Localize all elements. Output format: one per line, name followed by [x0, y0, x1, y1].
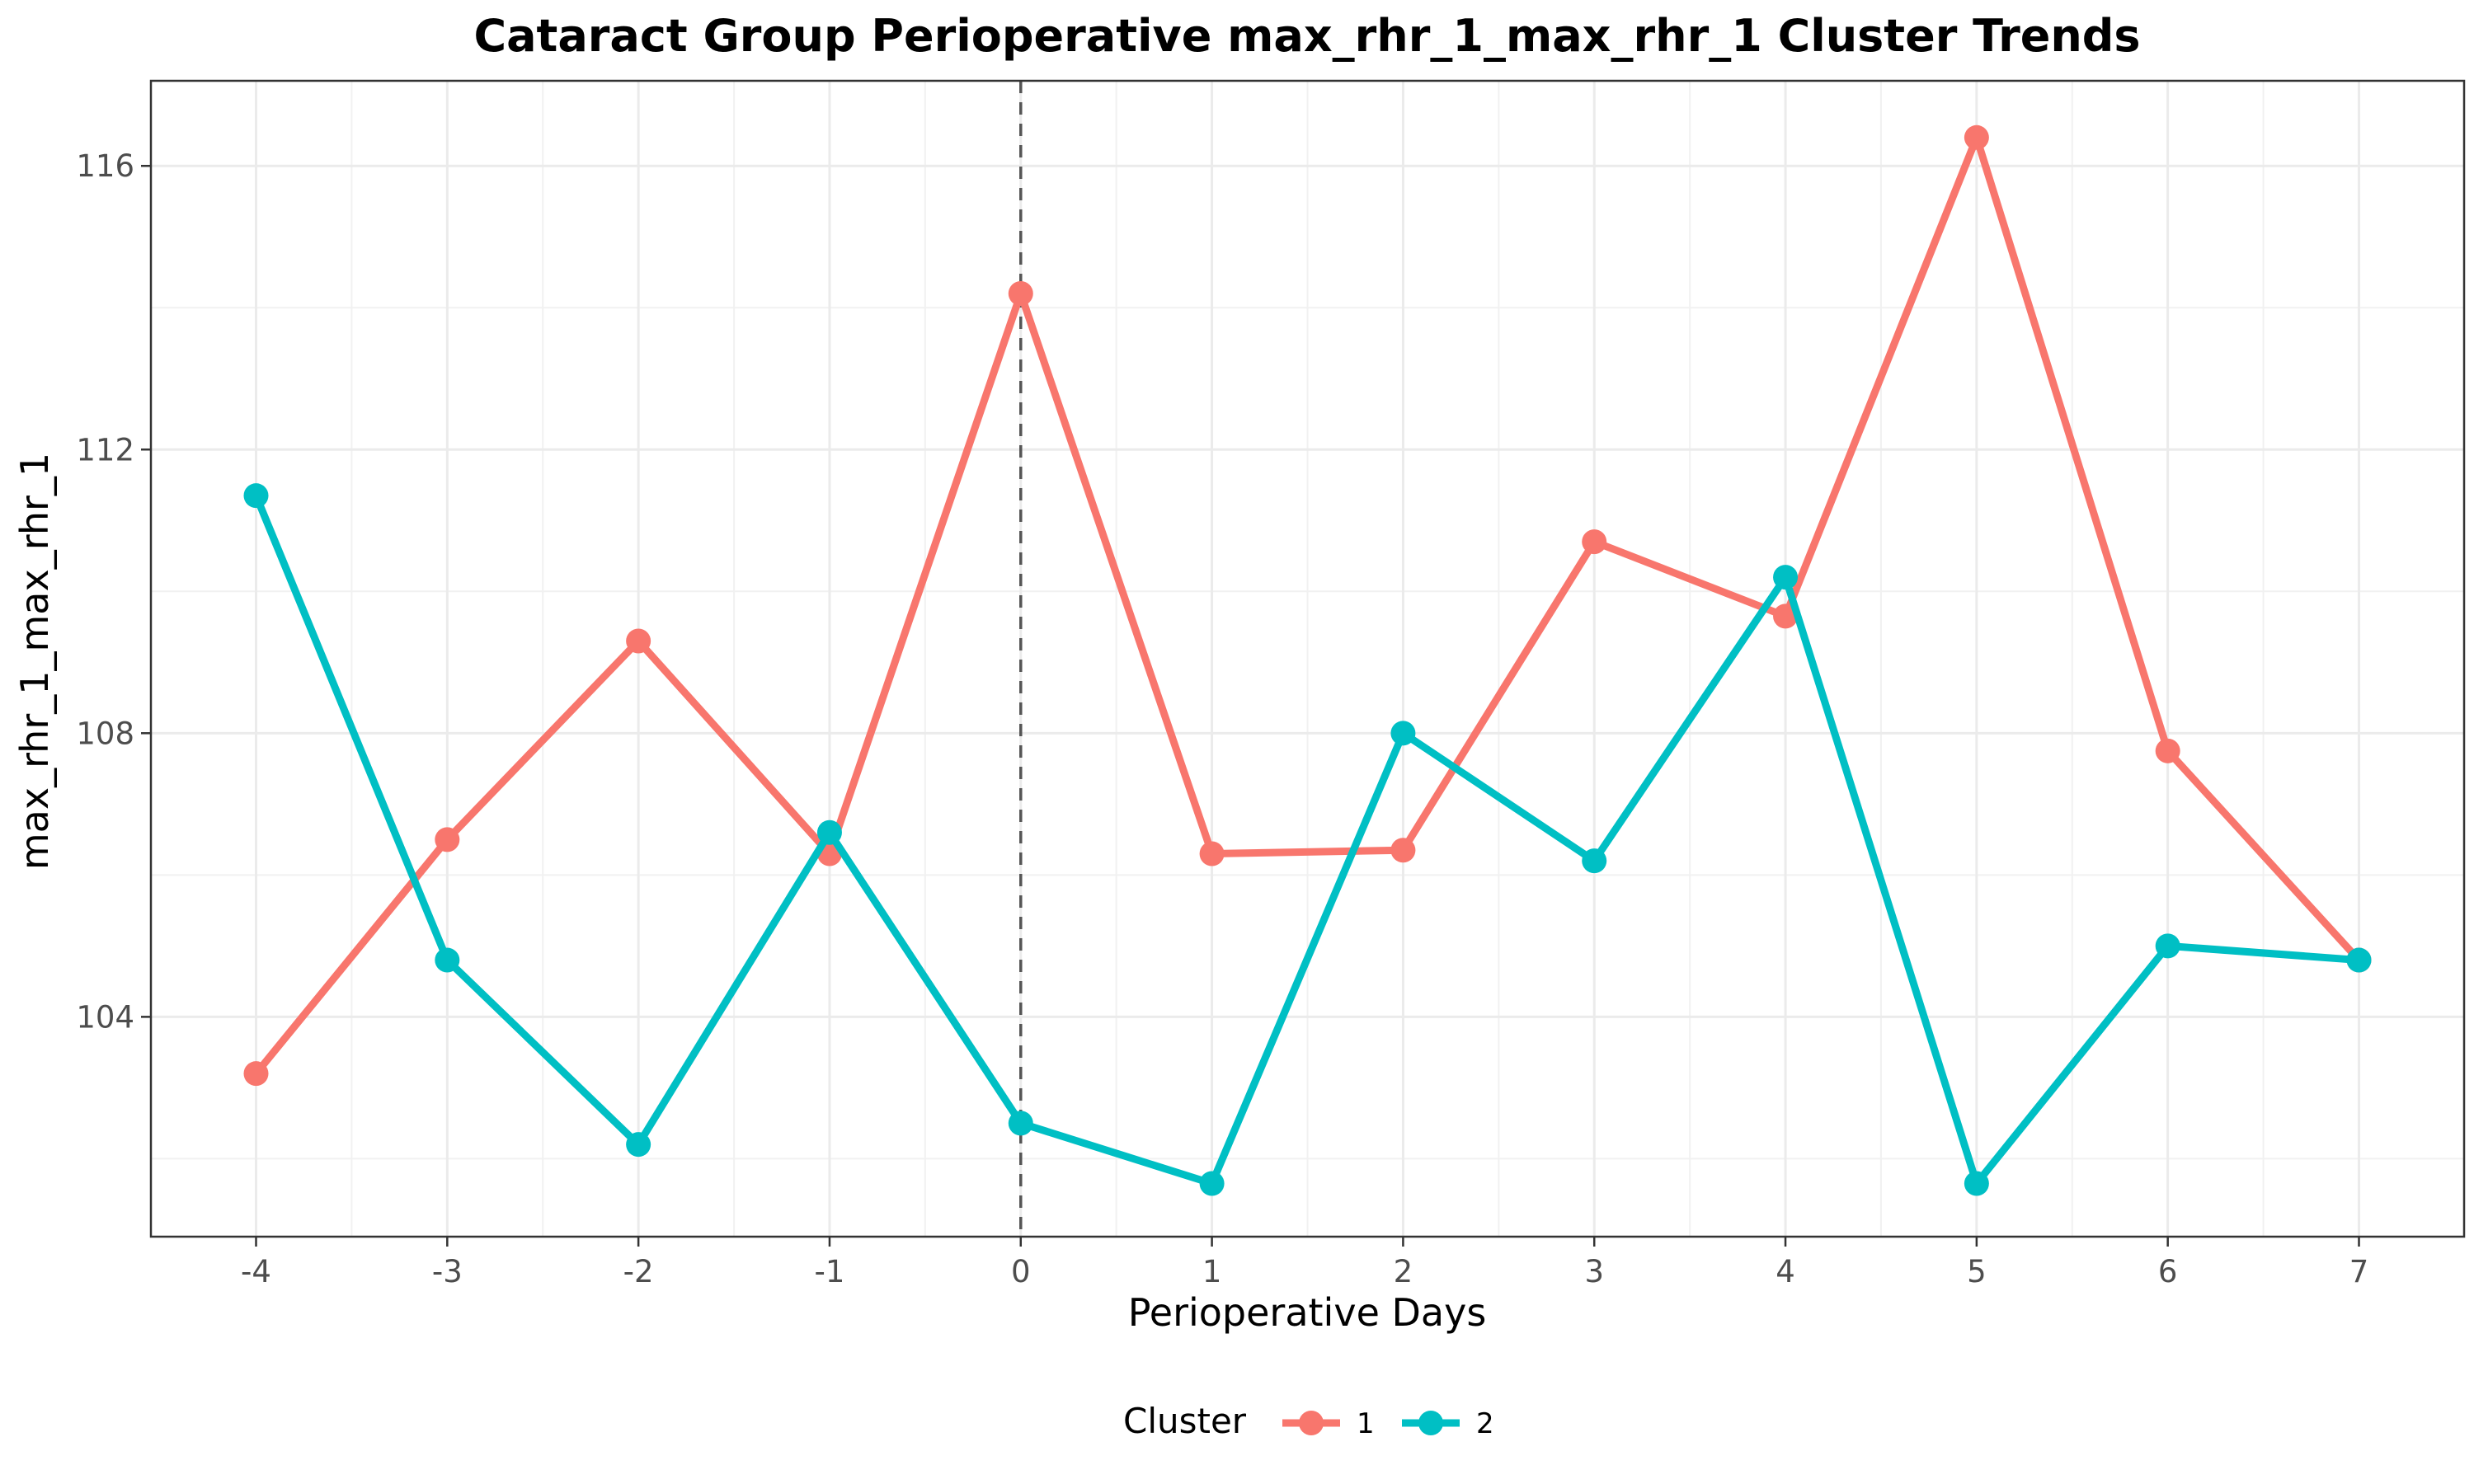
legend: Cluster 1 2: [1123, 1401, 1494, 1441]
x-tick-label: 3: [1584, 1254, 1604, 1289]
series-1-point: [1964, 124, 1989, 150]
series-2-point: [626, 1132, 651, 1158]
series-2-point: [816, 819, 842, 845]
x-tick-label: 2: [1394, 1254, 1413, 1289]
series-1-line: [252, 134, 2363, 1078]
series-1-point: [1199, 841, 1225, 866]
x-tick-label: 7: [2349, 1254, 2369, 1289]
x-tick-label: -2: [623, 1254, 654, 1289]
x-tick-label: 0: [1011, 1254, 1031, 1289]
series-2-point: [1582, 848, 1607, 874]
series-1-point: [1008, 281, 1033, 307]
x-tick-label: 5: [1967, 1254, 1987, 1289]
series-1-point: [626, 628, 651, 654]
series-2-point: [1773, 565, 1799, 590]
series-1-point: [1390, 838, 1416, 863]
legend-key-2-point: [1418, 1411, 1443, 1435]
series-2-point: [1199, 1171, 1225, 1196]
series-2-point: [435, 947, 460, 973]
series-1-point: [1773, 603, 1799, 629]
y-axis-label: max_rhr_1_max_rhr_1: [12, 453, 57, 870]
x-axis-label: Perioperative Days: [1128, 1290, 1487, 1335]
y-tick-label: 104: [76, 999, 134, 1035]
series-1-point: [435, 827, 460, 852]
x-tick-label: -1: [815, 1254, 845, 1289]
series-2-point: [2346, 947, 2372, 973]
x-tick-label: -3: [432, 1254, 463, 1289]
legend-label-1: 1: [1357, 1407, 1375, 1440]
series-2-point: [243, 483, 269, 509]
series-2-line: [252, 491, 2363, 1187]
x-tick-label: 1: [1202, 1254, 1222, 1289]
series-1-point: [1582, 529, 1607, 555]
series-1-point: [2155, 738, 2180, 763]
series-2-point: [2155, 933, 2180, 959]
legend-label-2: 2: [1476, 1407, 1494, 1440]
plot-area: -4 -3 -2 -1 0 1 2 3 4 5 6 7 104 108 112 116: [76, 79, 2466, 1289]
legend-key-1-point: [1299, 1411, 1324, 1435]
series-2-point: [1008, 1111, 1033, 1136]
legend-title: Cluster: [1123, 1401, 1247, 1441]
chart-title: Cataract Group Perioperative max_rhr_1_m…: [473, 10, 2140, 62]
y-tick-label: 112: [76, 432, 134, 467]
x-tick-label: 4: [1776, 1254, 1795, 1289]
x-tick-label: -4: [241, 1254, 271, 1289]
plot-border: [149, 79, 2466, 1238]
y-tick-label: 116: [76, 148, 134, 184]
series-2-point: [1964, 1171, 1989, 1196]
x-tick-label: 6: [2158, 1254, 2178, 1289]
y-tick-label: 108: [76, 716, 134, 751]
series-1-point: [243, 1061, 269, 1087]
series-2-point: [1390, 721, 1416, 746]
series-2: [243, 483, 2372, 1196]
